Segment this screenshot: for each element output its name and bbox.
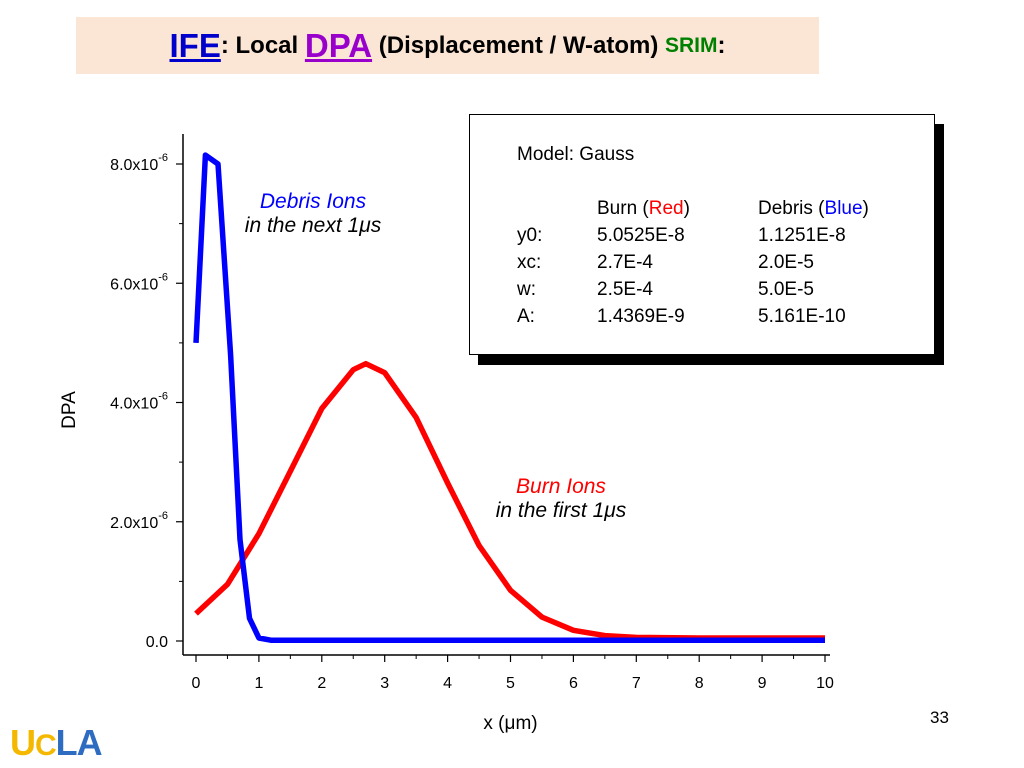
- legend-debris-value: 5.0E-5: [758, 279, 814, 300]
- legend-param: y0:: [517, 225, 543, 246]
- title-sep: : Local: [220, 31, 305, 59]
- ucla-logo: UCLA: [10, 722, 103, 763]
- slide-title: IFE : Local DPA (Displacement / W-atom) …: [76, 17, 819, 74]
- x-tick-label: 0: [192, 675, 201, 692]
- x-tick-label: 1: [254, 675, 263, 692]
- x-tick-label: 10: [816, 675, 834, 692]
- y-axis-label: DPA: [59, 391, 80, 429]
- legend-debris-value: 1.1251E-8: [758, 225, 846, 246]
- x-tick-label: 8: [695, 675, 704, 692]
- legend-burn-value: 5.0525E-8: [597, 225, 685, 246]
- title-ife: IFE: [169, 26, 221, 64]
- x-axis-label: x (μm): [483, 713, 537, 734]
- title-srim: SRIM: [664, 33, 718, 57]
- x-tick-label: 6: [569, 675, 578, 692]
- legend-burn-value: 1.4369E-9: [597, 306, 685, 327]
- title-end: :: [717, 31, 726, 59]
- title-dpa: DPA: [304, 26, 373, 64]
- debris-series-line: [193, 152, 825, 644]
- burn-annotation: Burn Ions in the first 1μs: [495, 475, 627, 522]
- y-tick-label: 0.0: [146, 634, 168, 651]
- y-tick-label: 8.0x10-6: [110, 152, 168, 174]
- burn-series-line: [194, 360, 825, 641]
- x-tick-label: 5: [506, 675, 515, 692]
- page-number: 33: [930, 708, 949, 727]
- debris-annotation: Debris Ions in the next 1μs: [244, 190, 382, 237]
- x-tick-label: 3: [380, 675, 389, 692]
- y-tick-label: 2.0x10-6: [110, 510, 168, 532]
- x-tick-label: 7: [632, 675, 641, 692]
- legend-burn-value: 2.7E-4: [597, 252, 653, 273]
- legend-burn-value: 2.5E-4: [597, 279, 653, 300]
- legend-burn-header: Burn (Red): [597, 198, 690, 219]
- x-tick-label: 4: [443, 675, 452, 692]
- y-tick-label: 4.0x10-6: [110, 391, 168, 413]
- legend-debris-header: Debris (Blue): [758, 198, 869, 219]
- title-mid: (Displacement / W-atom): [372, 31, 665, 59]
- y-tick-label: 6.0x10-6: [110, 271, 168, 293]
- x-tick-label: 2: [317, 675, 326, 692]
- legend-param: A:: [517, 306, 535, 327]
- x-tick-label: 9: [758, 675, 767, 692]
- legend-model: Model: Gauss: [517, 144, 635, 165]
- legend-debris-value: 5.161E-10: [758, 306, 846, 327]
- legend-param: xc:: [517, 252, 542, 273]
- legend-param: w:: [517, 279, 536, 300]
- fit-legend-box: Model: Gauss Burn (Red) Debris (Blue) y0…: [469, 114, 935, 355]
- legend-debris-value: 2.0E-5: [758, 252, 814, 273]
